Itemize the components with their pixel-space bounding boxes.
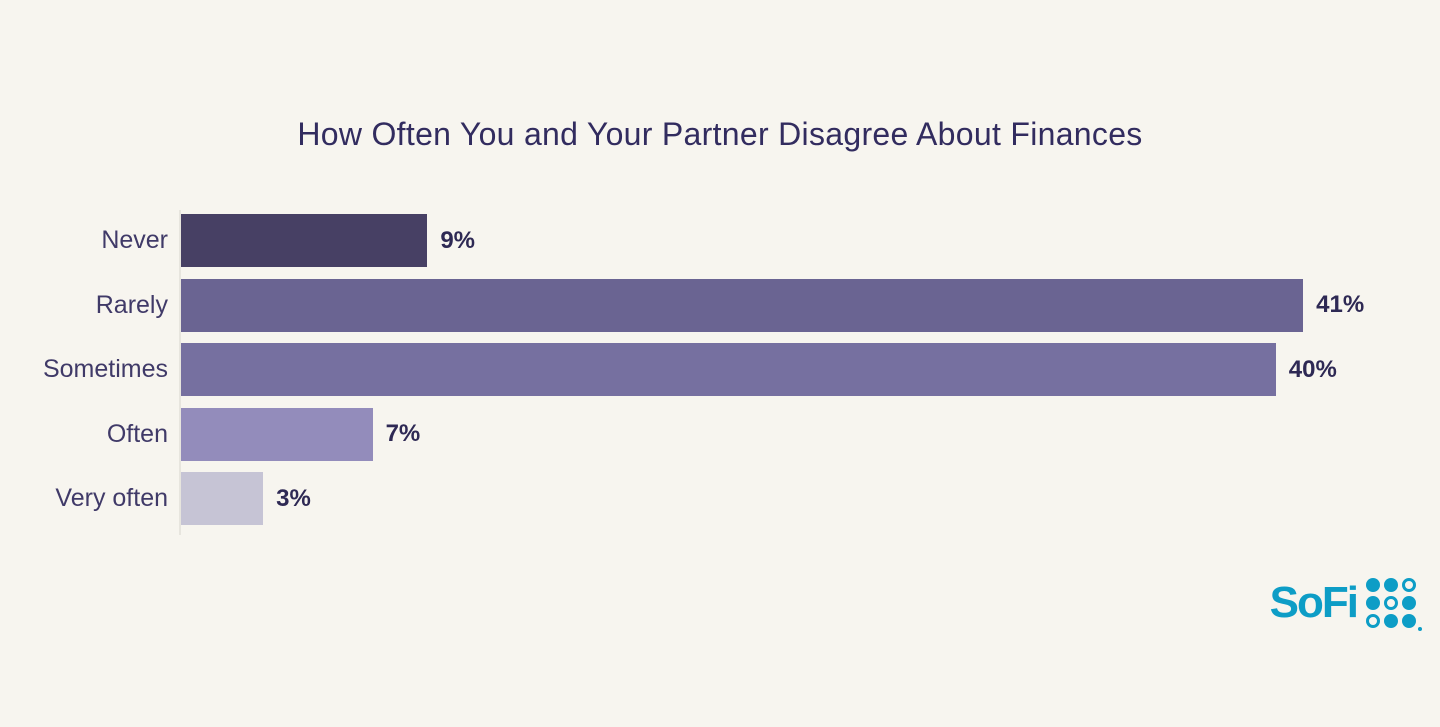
bar-sometimes [181,343,1276,396]
category-label-never: Never [101,226,168,254]
logo-dot-filled [1384,578,1398,592]
bar-often [181,407,373,461]
chart-title: How Often You and Your Partner Disagree … [297,116,1143,152]
bar-area-sometimes: 40% [181,343,1440,396]
bar-area-very-often: 3% [181,472,1440,525]
chart-row-sometimes: Sometimes 40% [0,343,1440,396]
logo-dot-filled [1366,596,1380,610]
value-label-sometimes: 40% [1288,355,1337,383]
logo-dot-filled [1366,578,1380,592]
logo-dot-outline [1384,596,1398,610]
category-label-often: Often [106,419,168,448]
y-axis-line [179,210,181,535]
bar-very-often [181,472,264,525]
chart-row-very-often: Very often 3% [0,472,1440,525]
chart-row-rarely: Rarely 41% [0,278,1440,332]
value-label-never: 9% [440,226,475,254]
logo-dot-filled [1402,614,1416,628]
sofi-logo: SoFi [1269,578,1422,631]
bar-rows: Never 9% Rarely 41% Sometimes 40% Often 7% Very … [0,214,1440,525]
logo-dot-filled [1402,596,1416,610]
chart-row-never: Never 9% [0,214,1440,267]
registered-mark [1418,627,1422,631]
logo-dot-outline [1366,614,1380,628]
bar-chart: Never 9% Rarely 41% Sometimes 40% Often 7% Very … [0,214,1440,537]
bar-area-often: 7% [181,407,1440,461]
category-label-sometimes: Sometimes [42,355,168,383]
category-label-rarely: Rarely [95,290,168,319]
sofi-wordmark: SoFi [1269,578,1359,627]
logo-dot-filled [1384,614,1398,628]
chart-row-often: Often 7% [0,407,1440,461]
value-label-very-often: 3% [276,484,311,512]
logo-dot-outline [1402,578,1416,592]
value-label-often: 7% [385,420,421,447]
value-label-rarely: 41% [1316,291,1365,318]
category-label-very-often: Very often [55,484,168,512]
bar-area-rarely: 41% [181,278,1440,332]
bar-never [181,214,428,267]
sofi-dot-grid-icon [1366,578,1422,631]
bar-area-never: 9% [181,214,1440,267]
bar-rarely [181,278,1304,332]
